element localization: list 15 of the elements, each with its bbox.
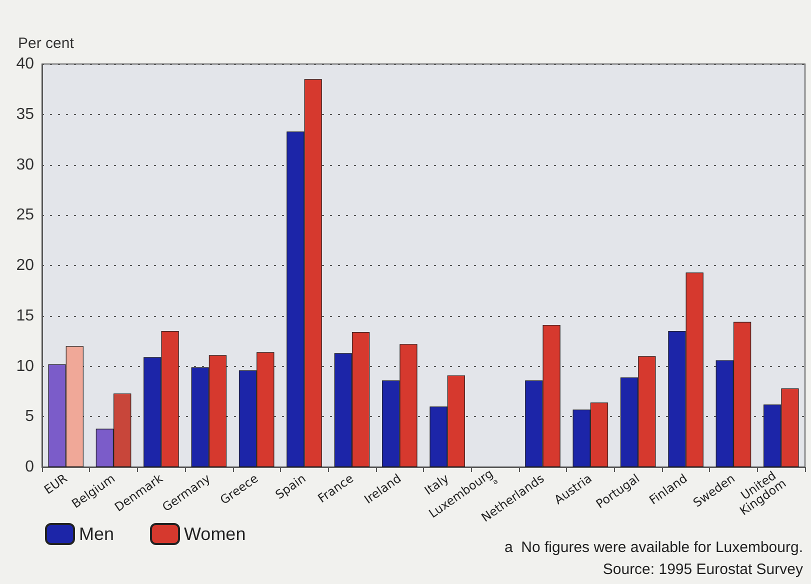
text: a No figures were available for Luxembourg.	[504, 539, 803, 556]
y-tick-label: 15	[16, 307, 34, 324]
y-tick-label: 10	[16, 358, 34, 375]
legend-label: Men	[79, 524, 114, 544]
y-axis-title: Per cent	[18, 35, 75, 52]
source-note: Source: 1995 Eurostat Survey	[602, 561, 804, 578]
y-tick-label: 20	[16, 257, 34, 274]
legend-label: Women	[184, 524, 246, 544]
y-tick-label: 25	[16, 206, 34, 224]
y-tick-label: 5	[25, 408, 34, 426]
y-tick-label: 30	[16, 156, 34, 174]
y-tick-label: 0	[25, 458, 34, 476]
y-tick-label: 35	[16, 106, 34, 123]
y-tick-label: 40	[16, 56, 34, 72]
x-tick-label: EUR	[42, 471, 70, 497]
